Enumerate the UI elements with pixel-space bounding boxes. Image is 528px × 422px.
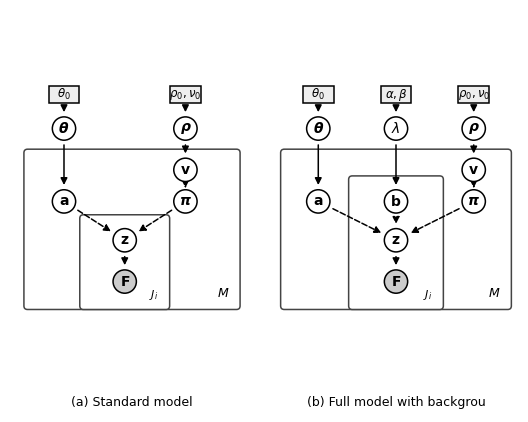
Text: $\mathbf{F}$: $\mathbf{F}$ bbox=[391, 275, 401, 289]
Text: $\mathbf{a}$: $\mathbf{a}$ bbox=[59, 195, 69, 208]
Text: $\lambda$: $\lambda$ bbox=[391, 121, 401, 136]
Text: $\mathbf{F}$: $\mathbf{F}$ bbox=[119, 275, 130, 289]
FancyBboxPatch shape bbox=[381, 86, 411, 103]
FancyBboxPatch shape bbox=[458, 86, 489, 103]
FancyBboxPatch shape bbox=[49, 86, 79, 103]
Circle shape bbox=[52, 117, 76, 140]
FancyBboxPatch shape bbox=[281, 149, 511, 309]
Circle shape bbox=[113, 270, 136, 293]
Text: $\boldsymbol{\pi}$: $\boldsymbol{\pi}$ bbox=[179, 195, 192, 208]
Text: $\mathbf{a}$: $\mathbf{a}$ bbox=[313, 195, 324, 208]
Text: $\mathbf{v}$: $\mathbf{v}$ bbox=[180, 163, 191, 177]
Text: $\theta_0$: $\theta_0$ bbox=[312, 87, 325, 102]
Circle shape bbox=[462, 190, 485, 213]
Circle shape bbox=[384, 117, 408, 140]
Circle shape bbox=[52, 190, 76, 213]
Text: $\mathbf{z}$: $\mathbf{z}$ bbox=[391, 233, 401, 247]
FancyBboxPatch shape bbox=[303, 86, 334, 103]
Circle shape bbox=[462, 158, 485, 181]
FancyBboxPatch shape bbox=[170, 86, 201, 103]
Text: $M$: $M$ bbox=[488, 287, 501, 300]
Text: $\mathbf{b}$: $\mathbf{b}$ bbox=[390, 194, 402, 209]
Text: $\mathbf{v}$: $\mathbf{v}$ bbox=[468, 163, 479, 177]
Text: $\boldsymbol{\rho}$: $\boldsymbol{\rho}$ bbox=[468, 121, 479, 136]
Text: $\theta_0$: $\theta_0$ bbox=[57, 87, 71, 102]
FancyBboxPatch shape bbox=[80, 215, 169, 309]
FancyBboxPatch shape bbox=[348, 176, 444, 309]
Text: $\boldsymbol{\theta}$: $\boldsymbol{\theta}$ bbox=[313, 121, 324, 136]
Text: $M$: $M$ bbox=[216, 287, 229, 300]
Circle shape bbox=[462, 117, 485, 140]
Circle shape bbox=[174, 190, 197, 213]
Text: $\alpha, \beta$: $\alpha, \beta$ bbox=[384, 87, 408, 103]
Circle shape bbox=[384, 270, 408, 293]
Text: $\boldsymbol{\theta}$: $\boldsymbol{\theta}$ bbox=[59, 121, 70, 136]
Circle shape bbox=[384, 190, 408, 213]
Text: $\boldsymbol{\pi}$: $\boldsymbol{\pi}$ bbox=[467, 195, 480, 208]
FancyBboxPatch shape bbox=[24, 149, 240, 309]
Circle shape bbox=[307, 117, 330, 140]
Text: (a) Standard model: (a) Standard model bbox=[71, 396, 193, 409]
Text: $\mathbf{z}$: $\mathbf{z}$ bbox=[120, 233, 129, 247]
Circle shape bbox=[174, 158, 197, 181]
Text: (b) Full model with backgrou: (b) Full model with backgrou bbox=[307, 396, 485, 409]
Text: $J_i$: $J_i$ bbox=[149, 288, 159, 302]
Circle shape bbox=[174, 117, 197, 140]
Text: $\boldsymbol{\rho}$: $\boldsymbol{\rho}$ bbox=[180, 121, 191, 136]
Circle shape bbox=[384, 229, 408, 252]
Text: $J_i$: $J_i$ bbox=[423, 288, 432, 302]
Circle shape bbox=[113, 229, 136, 252]
Text: $\rho_0, \nu_0$: $\rho_0, \nu_0$ bbox=[169, 87, 202, 102]
Text: $\rho_0, \nu_0$: $\rho_0, \nu_0$ bbox=[458, 87, 490, 102]
Circle shape bbox=[307, 190, 330, 213]
